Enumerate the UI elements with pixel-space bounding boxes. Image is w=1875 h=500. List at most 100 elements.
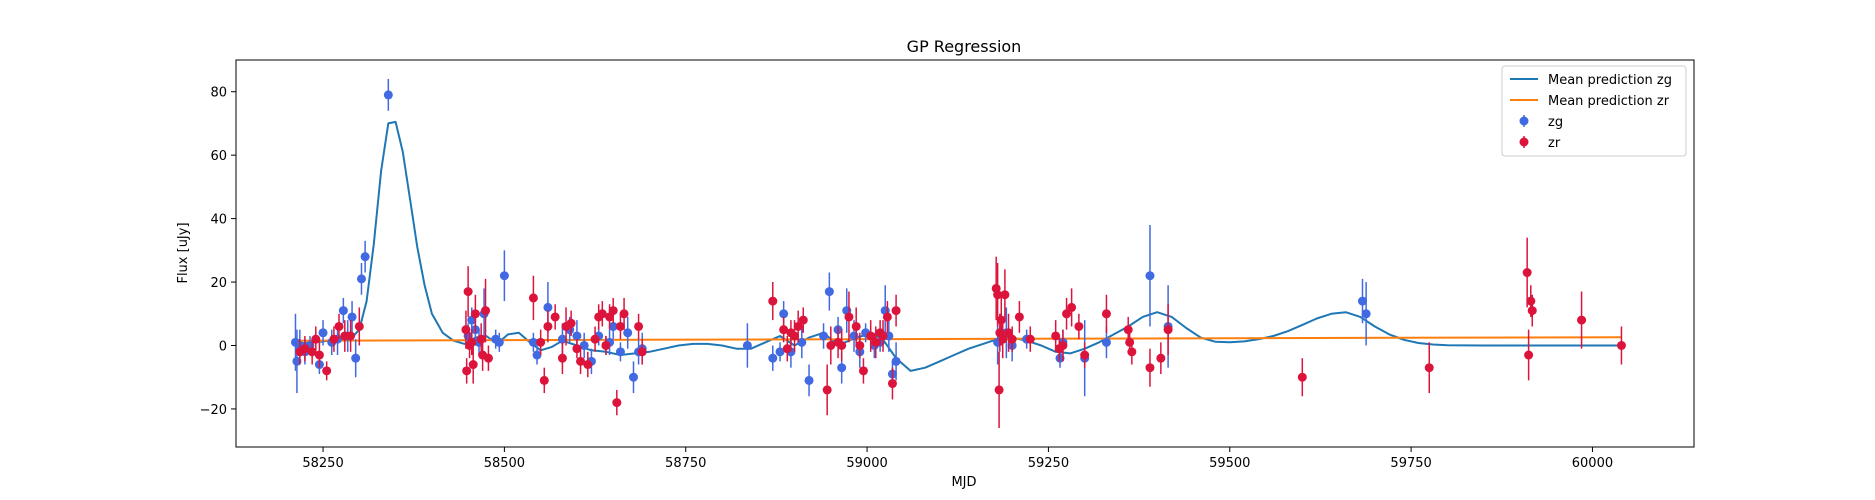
marker-zg-43 — [775, 347, 785, 357]
point-zg-47 — [804, 364, 814, 397]
point-zr-87 — [1127, 339, 1137, 365]
marker-zr-79 — [1058, 340, 1068, 350]
point-zg-11 — [347, 301, 357, 333]
point-zr-62 — [878, 320, 888, 352]
marker-zr-84 — [1101, 309, 1111, 319]
point-zr-74 — [1007, 326, 1017, 352]
point-zr-55 — [844, 291, 854, 343]
y-axis-label: Flux [uJy] — [176, 222, 191, 283]
point-zg-25 — [532, 345, 542, 365]
point-zr-6 — [329, 326, 339, 352]
marker-zr-95 — [1526, 296, 1536, 306]
x-tick-label-0: 58250 — [302, 456, 343, 471]
point-zr-92 — [1424, 342, 1434, 394]
marker-zr-31 — [576, 356, 586, 366]
marker-zr-48 — [790, 331, 800, 341]
point-zr-35 — [597, 301, 607, 327]
marker-zr-90 — [1163, 325, 1173, 335]
marker-zr-64 — [887, 379, 897, 389]
point-zg-43 — [775, 342, 785, 362]
point-zg-22 — [494, 332, 504, 352]
marker-zg-48 — [819, 331, 829, 341]
point-zr-97 — [1577, 291, 1587, 349]
marker-zr-18 — [476, 334, 486, 344]
marker-zg-70 — [1145, 271, 1155, 281]
point-zg-41 — [742, 323, 752, 368]
point-zr-98 — [1616, 326, 1626, 365]
marker-zr-54 — [837, 340, 847, 350]
point-zg-13 — [356, 263, 366, 295]
marker-zr-5 — [322, 366, 332, 376]
point-zr-57 — [855, 332, 865, 359]
marker-zr-83 — [1080, 350, 1090, 360]
point-zr-63 — [882, 301, 892, 333]
point-zr-96 — [1527, 294, 1537, 327]
point-zr-1 — [300, 335, 310, 362]
marker-zr-89 — [1156, 353, 1166, 363]
legend-box — [1501, 65, 1687, 157]
marker-zr-13 — [463, 287, 473, 297]
point-zg-9 — [338, 297, 348, 324]
point-zr-56 — [851, 307, 861, 346]
point-zr-38 — [608, 297, 618, 324]
point-zr-43 — [637, 339, 647, 365]
marker-zg-72 — [1358, 296, 1368, 306]
point-zr-80 — [1062, 297, 1072, 330]
marker-zg-51 — [837, 363, 847, 373]
marker-zg-9 — [338, 306, 348, 316]
marker-zr-77 — [1051, 331, 1061, 341]
marker-zr-15 — [467, 337, 477, 347]
marker-zr-2 — [307, 347, 317, 357]
marker-zr-27 — [557, 353, 567, 363]
legend-marker-zg — [1519, 115, 1529, 127]
x-tick-label-2: 58750 — [665, 456, 706, 471]
point-zg-46 — [797, 326, 807, 359]
point-zg-23 — [499, 250, 509, 302]
marker-zg-14 — [360, 252, 370, 262]
marker-zr-11 — [461, 325, 471, 335]
marker-zr-23 — [536, 337, 546, 347]
marker-zr-81 — [1067, 302, 1077, 312]
marker-zr-76 — [1025, 334, 1035, 344]
point-zr-22 — [528, 275, 538, 321]
point-zr-2 — [307, 339, 317, 365]
marker-zg-49 — [824, 287, 834, 297]
point-zr-45 — [779, 316, 789, 343]
legend-label-line-zg: Mean prediction zg — [1548, 73, 1672, 88]
point-zg-49 — [824, 272, 834, 311]
point-zg-30 — [579, 332, 589, 359]
point-zg-70 — [1145, 224, 1155, 327]
y-tick-label-2: 20 — [210, 276, 227, 291]
point-zr-18 — [476, 323, 486, 356]
point-zr-94 — [1524, 329, 1534, 381]
marker-zr-4 — [314, 350, 324, 360]
marker-zr-62 — [878, 331, 888, 341]
point-zr-46 — [782, 335, 792, 362]
point-zr-11 — [461, 310, 471, 349]
point-zg-42 — [768, 345, 778, 371]
point-zr-39 — [612, 389, 622, 416]
marker-zg-11 — [347, 312, 357, 322]
marker-zr-20 — [481, 306, 491, 316]
y-tick-label-3: 40 — [210, 213, 227, 228]
marker-zr-68 — [994, 385, 1004, 395]
x-tick-label-1: 58500 — [484, 456, 525, 471]
point-zr-3 — [311, 326, 321, 352]
point-zr-41 — [619, 297, 629, 330]
marker-zg-69 — [1101, 337, 1111, 347]
point-zr-36 — [601, 335, 611, 356]
point-zg-24 — [528, 332, 538, 352]
point-zr-21 — [483, 345, 493, 371]
marker-zr-74 — [1007, 334, 1017, 344]
x-tick-label-6: 59750 — [1390, 456, 1431, 471]
point-zr-76 — [1025, 326, 1035, 352]
marker-zr-21 — [483, 353, 493, 363]
marker-zr-94 — [1524, 350, 1534, 360]
marker-zr-57 — [855, 340, 865, 350]
marker-zr-30 — [572, 344, 582, 354]
marker-zr-75 — [1014, 312, 1024, 322]
point-zr-15 — [467, 329, 477, 356]
point-zr-54 — [837, 329, 847, 362]
point-zg-48 — [819, 323, 829, 349]
